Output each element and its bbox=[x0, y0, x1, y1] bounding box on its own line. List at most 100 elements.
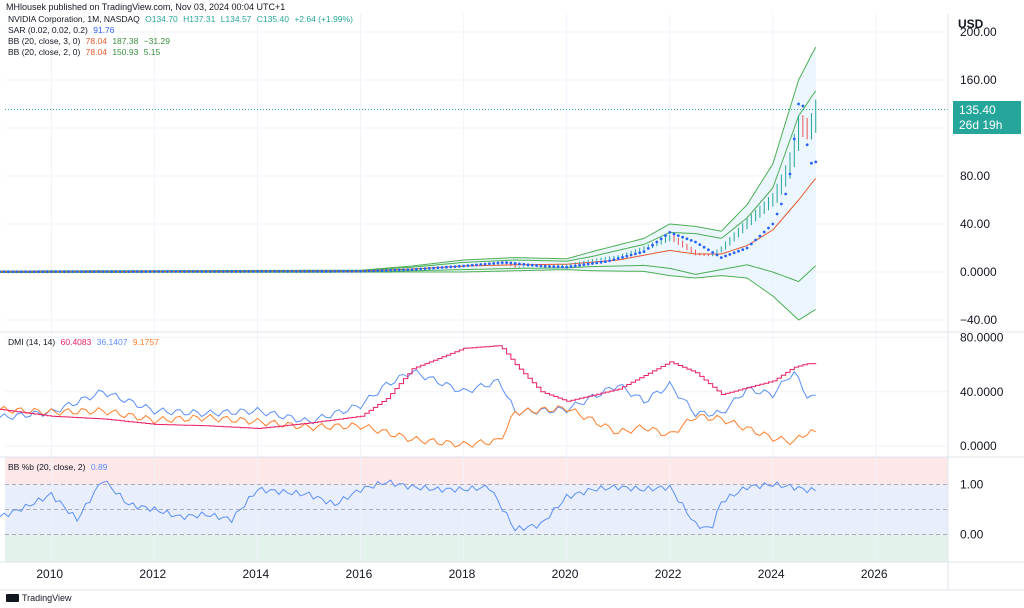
sar-dot bbox=[118, 270, 122, 273]
currency-label[interactable]: USD bbox=[958, 17, 984, 31]
bbp-legend: BB %b (20, close, 2) 0.89 bbox=[8, 462, 110, 472]
sar-dot bbox=[0, 270, 2, 274]
sar-dot bbox=[500, 261, 504, 265]
bb3-legend: BB (20, close, 3, 0) 78.04 187.38 −31.29 bbox=[8, 36, 173, 46]
sar-dot bbox=[724, 254, 727, 258]
footer-brand[interactable]: TradingView bbox=[6, 593, 72, 603]
dmi-adx-value: 60.4083 bbox=[60, 337, 92, 347]
sar-dot bbox=[423, 267, 427, 271]
sar-dot bbox=[651, 243, 654, 247]
tradingview-logo-icon bbox=[6, 594, 19, 602]
sar-dot bbox=[784, 192, 788, 196]
dmi-plus-value: 36.1407 bbox=[96, 337, 128, 347]
sar-dot bbox=[140, 270, 143, 273]
sar-dot bbox=[668, 231, 672, 234]
dmi-y-tick-label: 0.0000 bbox=[960, 439, 997, 453]
sar-dot bbox=[97, 270, 101, 274]
sar-dot bbox=[333, 269, 337, 273]
bb3-label: BB (20, close, 3, 0) bbox=[8, 36, 81, 46]
sar-dot bbox=[350, 269, 354, 273]
sar-dot bbox=[80, 270, 83, 274]
dmi-legend: DMI (14, 14) 60.4083 36.1407 9.1757 bbox=[8, 337, 162, 347]
sar-dot bbox=[689, 239, 693, 242]
sar-dot bbox=[359, 269, 362, 273]
sar-dot bbox=[715, 253, 719, 257]
sar-dot bbox=[337, 269, 341, 273]
sar-dot bbox=[24, 270, 28, 274]
sar-dot bbox=[706, 248, 710, 252]
sar-dot bbox=[213, 270, 216, 273]
sar-dot bbox=[509, 261, 513, 265]
sar-dot bbox=[410, 268, 414, 271]
sar-dot bbox=[475, 263, 478, 267]
sar-dot bbox=[316, 269, 320, 273]
sar-dot bbox=[183, 270, 186, 273]
sar-dot bbox=[354, 269, 358, 273]
sar-dot bbox=[49, 270, 53, 274]
main-y-tick-label: 80.00 bbox=[960, 169, 990, 183]
sar-dot bbox=[191, 270, 195, 273]
sar-dot bbox=[114, 270, 118, 274]
sar-dot bbox=[496, 261, 500, 265]
main-y-tick-label: 0.0000 bbox=[960, 265, 997, 279]
sar-dot bbox=[694, 240, 697, 244]
x-tick-label: 2024 bbox=[758, 567, 785, 581]
ohlc-change: +2.64 (+1.99%) bbox=[294, 14, 353, 24]
sar-dot bbox=[483, 262, 487, 266]
sar-dot bbox=[157, 270, 161, 273]
sar-dot bbox=[161, 270, 165, 273]
x-tick-label: 2026 bbox=[861, 567, 888, 581]
sar-dot bbox=[552, 265, 556, 268]
sar-dot bbox=[200, 270, 204, 273]
sar-dot bbox=[449, 265, 453, 269]
sar-dot bbox=[28, 270, 32, 274]
sar-dot bbox=[608, 259, 612, 263]
sar-dot bbox=[277, 269, 281, 273]
ohlc-high: H137.31 bbox=[183, 14, 216, 24]
sar-dot bbox=[526, 263, 530, 267]
sar-dot bbox=[440, 266, 444, 269]
sar-dot bbox=[565, 265, 569, 269]
sar-dot bbox=[380, 269, 384, 272]
last-price: 135.40 bbox=[959, 103, 996, 117]
bar-countdown: 26d 19h bbox=[959, 118, 1003, 132]
sar-dot bbox=[54, 270, 58, 274]
sar-dot bbox=[217, 270, 221, 273]
sar-dot bbox=[518, 262, 521, 266]
sar-dot bbox=[294, 269, 298, 273]
x-tick-label: 2018 bbox=[449, 567, 476, 581]
sar-dot bbox=[432, 266, 435, 270]
sar-dot bbox=[264, 270, 268, 273]
sar-dot bbox=[290, 269, 294, 273]
sar-dot bbox=[732, 251, 736, 255]
sar-dot bbox=[187, 270, 191, 273]
x-tick-label: 2016 bbox=[346, 567, 373, 581]
sar-dot bbox=[2, 270, 6, 274]
main-y-tick-label: 200.00 bbox=[960, 25, 997, 39]
sar-dot bbox=[15, 270, 19, 274]
sar-dot bbox=[92, 270, 96, 274]
sar-dot bbox=[32, 270, 36, 274]
sar-dot bbox=[367, 269, 371, 273]
sar-dot bbox=[591, 262, 594, 265]
sar-dot bbox=[88, 270, 92, 274]
bbp-y-tick-label: 1.00 bbox=[960, 478, 984, 492]
sar-dot bbox=[7, 270, 10, 274]
sar-dot bbox=[45, 270, 49, 274]
sar-dot bbox=[633, 252, 637, 256]
sar-dot bbox=[805, 143, 809, 147]
sar-dot bbox=[393, 268, 397, 272]
sar-dot bbox=[642, 250, 646, 254]
sar-dot bbox=[389, 268, 393, 272]
sar-dot bbox=[779, 202, 783, 206]
brand-name: TradingView bbox=[22, 593, 72, 603]
bb2-label: BB (20, close, 2, 0) bbox=[8, 47, 81, 57]
sar-dot bbox=[578, 263, 581, 267]
sar-dot bbox=[505, 261, 508, 264]
sar-dot bbox=[251, 270, 255, 273]
sar-dot bbox=[479, 263, 483, 266]
sar-dot bbox=[346, 269, 350, 273]
sar-dot bbox=[144, 270, 148, 273]
sar-dot bbox=[238, 270, 242, 273]
